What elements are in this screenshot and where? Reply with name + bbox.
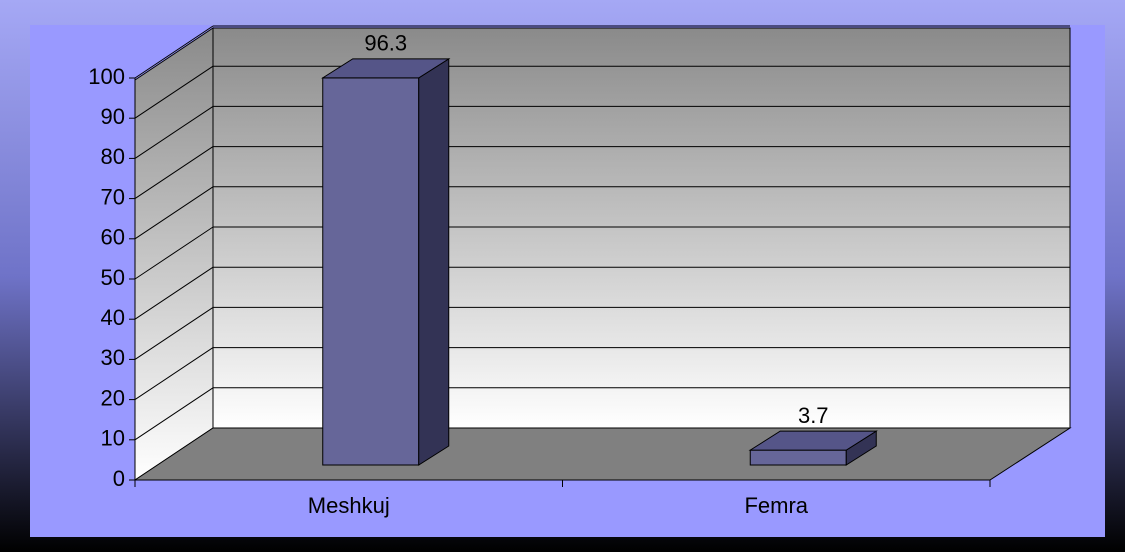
grid-line <box>134 105 214 159</box>
x-tick-label: Meshkuj <box>308 493 390 518</box>
bar-side <box>418 57 450 466</box>
y-tick-label: 20 <box>101 385 125 410</box>
grid-line <box>134 306 214 360</box>
y-tick-label: 60 <box>101 225 125 250</box>
y-tick-label: 30 <box>101 345 125 370</box>
grid-line <box>134 347 214 401</box>
value-label: 3.7 <box>798 403 829 428</box>
y-tick-label: 10 <box>101 426 125 451</box>
grid-line <box>134 146 214 200</box>
value-label: 96.3 <box>364 31 407 56</box>
grid-line <box>134 65 214 119</box>
y-tick-label: 40 <box>101 305 125 330</box>
y-tick-label: 70 <box>101 184 125 209</box>
y-tick-label: 0 <box>113 466 125 491</box>
bar <box>322 77 420 466</box>
bar-top <box>748 430 878 451</box>
grid-line <box>134 387 214 441</box>
y-tick-label: 80 <box>101 144 125 169</box>
y-tick-label: 90 <box>101 104 125 129</box>
side-wall <box>134 27 214 481</box>
y-tick-label: 50 <box>101 265 125 290</box>
bar-top <box>321 58 451 79</box>
x-tick-label: Femra <box>744 493 808 518</box>
grid-line <box>134 186 214 240</box>
y-tick-label: 100 <box>88 64 125 89</box>
grid-line <box>134 226 214 280</box>
grid-line <box>134 25 214 79</box>
grid-line <box>134 266 214 320</box>
bar <box>749 449 847 466</box>
floor <box>133 427 1072 481</box>
